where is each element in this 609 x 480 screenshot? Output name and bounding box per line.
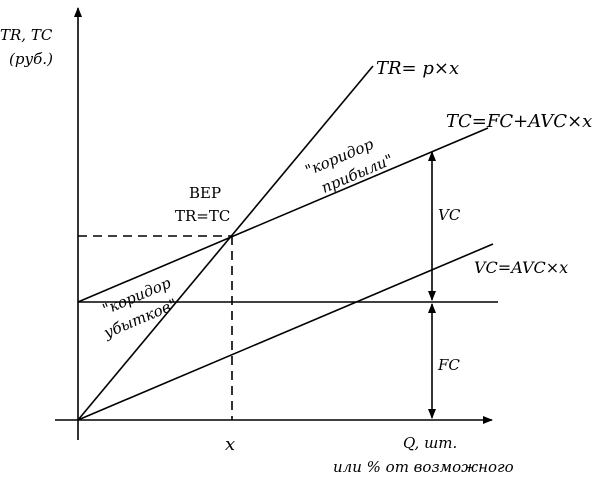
x-axis-label-line1: Q, шт. [403,434,457,452]
bep-title: BEP [189,184,221,202]
tc-line [77,127,489,303]
loss-corridor-label: "коридор убытков" [100,274,180,343]
vc-line [77,243,494,421]
x-point-label: x [225,434,235,455]
y-axis-label-line2: (руб.) [9,50,53,68]
tr-line [77,65,374,421]
bep-formula: TR=TC [175,207,230,225]
vc-line-label: VC=AVC×x [474,258,568,277]
vc-measure-label: VC [438,206,461,224]
tr-line-label: TR= p×x [376,58,459,79]
tc-line-label: TC=FC+AVC×x [446,111,592,132]
x-axis-label-line2: или % от возможного [333,458,514,476]
profit-corridor-label: "коридор прибыли" [303,135,396,197]
fc-measure-label: FC [437,356,460,374]
y-axis-label-line1: TR, TC [0,26,53,44]
